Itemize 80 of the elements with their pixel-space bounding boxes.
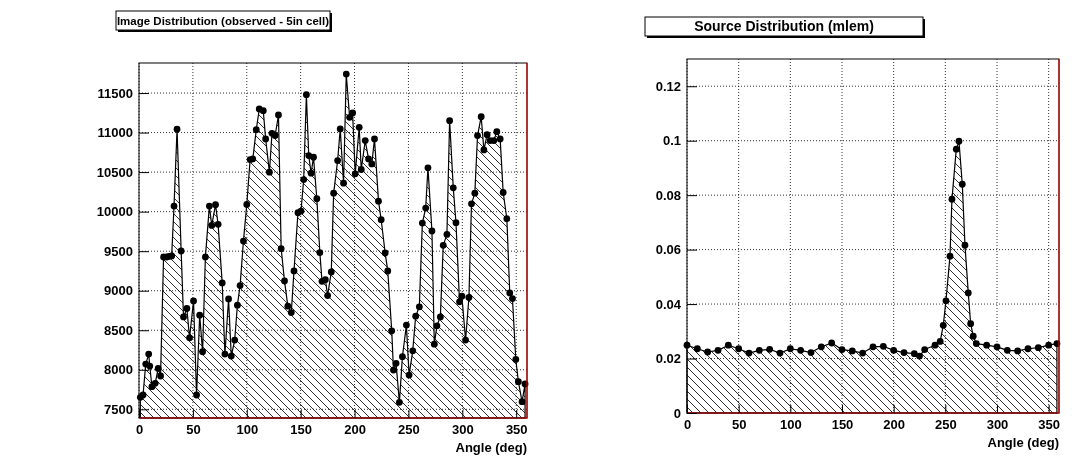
y-tick-label: 9000	[104, 283, 133, 299]
point	[755, 346, 763, 354]
point	[1014, 347, 1022, 355]
point	[942, 297, 950, 305]
point	[1034, 344, 1042, 352]
point	[972, 340, 980, 347]
x-tick-label: 200	[344, 421, 366, 437]
x-tick-label: 150	[290, 421, 313, 437]
point	[859, 349, 867, 357]
point	[838, 346, 846, 353]
x-tick-label: 350	[1038, 416, 1061, 432]
x-tick-label: 250	[934, 416, 957, 432]
point	[828, 339, 836, 347]
y-tick-label: 8000	[104, 362, 133, 378]
point	[890, 346, 898, 354]
y-tick-label: 0.04	[655, 296, 682, 312]
point	[1024, 345, 1032, 353]
point	[735, 345, 743, 353]
y-tick-label: 0.12	[655, 78, 681, 94]
x-tick-label: 350	[505, 421, 528, 437]
point	[969, 332, 977, 340]
point	[946, 252, 954, 260]
y-tick-label: 11500	[97, 85, 133, 101]
point	[983, 341, 991, 349]
point	[817, 343, 825, 351]
x-tick-label: 300	[451, 421, 474, 437]
y-tick-label: 0.02	[655, 351, 681, 367]
point	[961, 241, 969, 249]
x-tick-label: 50	[731, 416, 747, 432]
point	[724, 341, 732, 349]
y-tick-label: 0.08	[655, 187, 681, 203]
point	[993, 343, 1001, 351]
x-tick-label: 0	[683, 416, 692, 432]
point	[766, 345, 774, 353]
point	[714, 346, 722, 354]
point	[931, 341, 939, 349]
y-tick-label: 7500	[104, 401, 133, 417]
point	[948, 195, 956, 203]
y-tick-label: 0	[673, 405, 681, 421]
y-tick-label: 8500	[104, 322, 133, 338]
y-tick-label: 9500	[104, 243, 133, 259]
point	[786, 345, 794, 353]
x-tick-label: 100	[236, 421, 259, 437]
point	[797, 346, 805, 354]
point	[900, 349, 908, 356]
point	[936, 337, 944, 345]
point	[967, 320, 975, 328]
point	[745, 349, 753, 357]
x-tick-label: 100	[779, 416, 802, 432]
point	[916, 352, 923, 360]
x-axis-title: Angle (deg)	[455, 440, 527, 455]
y-tick-label: 0.06	[655, 242, 681, 258]
point	[869, 343, 877, 351]
y-tick-label: 10500	[96, 164, 133, 180]
point	[879, 342, 887, 350]
point	[807, 349, 815, 356]
x-tick-label: 300	[986, 416, 1009, 432]
point	[958, 180, 966, 188]
x-tick-label: 250	[398, 421, 420, 437]
point	[776, 349, 784, 357]
x-tick-label: 0	[135, 421, 144, 437]
point	[848, 347, 856, 355]
point	[964, 289, 972, 297]
y-tick-label: 0.1	[662, 133, 681, 149]
point	[939, 321, 947, 329]
point	[704, 348, 712, 356]
point	[1045, 341, 1053, 349]
point	[921, 346, 929, 353]
x-tick-label: 200	[883, 416, 906, 432]
y-tick-label: 11000	[97, 125, 133, 141]
x-tick-label: 50	[186, 421, 201, 437]
point	[693, 345, 701, 353]
chart-title: Image Distribution (observed - 5in cell)	[116, 15, 330, 27]
y-tick-label: 10000	[96, 204, 133, 220]
x-tick-label: 150	[831, 416, 854, 432]
point	[1003, 346, 1011, 354]
point	[952, 145, 960, 153]
point	[955, 137, 963, 145]
x-axis-title: Angle (deg)	[987, 435, 1059, 450]
chart-title: Source Distribution (mlem)	[694, 18, 874, 34]
